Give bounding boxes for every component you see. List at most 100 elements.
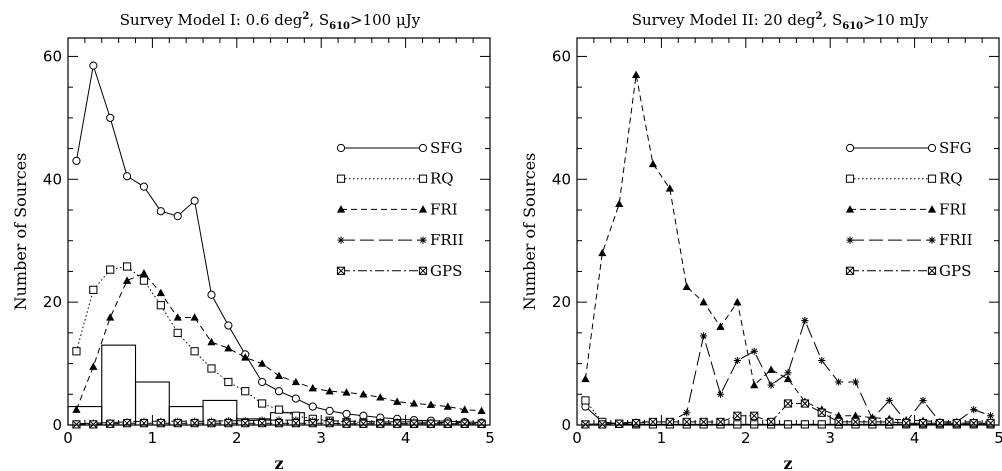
series-point-frii-stroke — [818, 357, 825, 364]
series-point-fri — [342, 388, 351, 396]
series-point-fri — [359, 390, 368, 398]
series-point-frii — [885, 396, 893, 405]
series-point-gps — [918, 419, 928, 428]
series-point-gps — [902, 419, 911, 428]
series-point-gps — [325, 419, 334, 428]
series-point-sfg — [342, 409, 351, 419]
series-point-gps-cross-b — [393, 419, 402, 428]
y-tick-label: 0 — [561, 416, 571, 434]
series-line-rq — [75, 265, 482, 425]
axis-ticks: 0 1 2 3 4 5 0 20 40 60 — [552, 38, 1002, 447]
title-part: Survey Model II: 20 deg — [632, 11, 816, 29]
series-point-sfg — [139, 182, 149, 191]
series-point-fri — [750, 380, 759, 389]
series-point-gps-cross-b — [443, 419, 452, 428]
title-subscript: 610 — [329, 21, 350, 32]
series-point-frii-stroke — [751, 348, 758, 355]
series-point-rq — [89, 285, 98, 294]
series-point-fri — [443, 402, 452, 410]
series-point-fri — [665, 184, 674, 192]
series-point-gps — [817, 408, 826, 417]
series-point-frii-stroke — [801, 317, 808, 324]
series-point-frii-stroke — [835, 379, 842, 385]
series-point-sfg — [122, 172, 132, 181]
series-point-frii — [784, 369, 792, 377]
series-point-rq — [106, 265, 115, 274]
series-point-gps-cross-b — [426, 419, 435, 428]
legend-label-frii: FRII — [430, 231, 464, 249]
series-point-rq — [72, 347, 81, 356]
legend-marker-fri — [845, 205, 855, 213]
series-point-fri — [648, 159, 658, 168]
legend-marker-frii — [846, 236, 854, 244]
x-axis-label: z — [783, 454, 792, 471]
x-tick-label: 0 — [572, 429, 582, 447]
series-point-sfg — [207, 290, 216, 299]
y-axis-label: Number of Sources — [11, 153, 30, 311]
series-point-frii-stroke — [970, 406, 977, 413]
series-point-gps — [122, 419, 132, 428]
y-tick-label: 20 — [552, 293, 571, 311]
plot-lines — [72, 61, 486, 429]
axis-ticks: 0 1 2 3 4 5 0 20 40 60 — [43, 38, 495, 447]
series-point-frii-stroke — [768, 382, 775, 388]
legend-label-sfg: SFG — [430, 139, 463, 157]
series-point-fri — [156, 288, 165, 297]
series-point-rq — [207, 364, 216, 373]
series-point-gps — [986, 419, 995, 428]
series-point-gps — [426, 419, 436, 428]
legend-label-fri: FRI — [430, 200, 458, 218]
series-point-rq — [258, 399, 267, 408]
chart-panel-2: Survey Model II: 20 deg2, S610>10 mJyNum… — [520, 11, 1002, 471]
chart-panel-1: Survey Model I: 0.6 deg2, S610>100 μJyNu… — [11, 11, 495, 471]
series-point-gps — [106, 419, 115, 428]
series-point-gps-cross-b — [72, 420, 81, 429]
x-axis-label: z — [274, 454, 283, 471]
x-tick-label: 3 — [316, 429, 326, 447]
series-point-gps-cross-b — [885, 417, 894, 426]
series-point-gps-cross-b — [699, 417, 708, 426]
series-point-gps-cross-b — [767, 417, 776, 426]
legend-marker-gps — [418, 266, 428, 275]
series-point-gps — [800, 399, 809, 408]
legend-marker-gps-cross-b — [419, 266, 427, 275]
legend-marker-gps — [336, 266, 346, 275]
series-point-rq — [817, 420, 826, 429]
legend-marker-frii-stroke — [420, 237, 426, 243]
series-point-gps — [851, 417, 860, 427]
series-point-gps — [952, 419, 961, 428]
y-tick-label: 40 — [552, 170, 571, 188]
legend-marker-gps-cross-b — [337, 266, 345, 275]
x-tick-label: 2 — [232, 429, 242, 447]
series-point-gps — [969, 419, 978, 428]
series-point-frii-stroke — [886, 397, 893, 404]
legend-marker-rq — [418, 174, 428, 183]
series-point-fri — [241, 353, 250, 361]
series-point-gps — [477, 419, 486, 428]
series-point-rq — [274, 405, 284, 414]
series-point-rq — [190, 347, 199, 356]
series-point-gps-cross-b — [342, 419, 351, 428]
series-point-fri — [783, 374, 793, 383]
series-point-gps-cross-b — [615, 419, 624, 428]
legend-marker-frii — [419, 236, 427, 244]
legend: SFG RQ FRI FRII GPS — [336, 139, 464, 280]
series-point-rq — [783, 420, 793, 429]
series-point-fri — [426, 400, 436, 408]
series-point-gps — [241, 419, 250, 428]
series-point-frii-stroke — [700, 333, 707, 339]
series-point-gps — [868, 417, 877, 427]
y-tick-label: 20 — [43, 293, 62, 311]
legend-label-gps: GPS — [939, 262, 971, 280]
series-point-gps-cross-b — [581, 420, 590, 429]
legend-marker-gps — [845, 266, 855, 275]
series-point-gps-cross-b — [598, 420, 607, 429]
series-point-gps — [342, 419, 351, 428]
series-point-frii-stroke — [987, 412, 994, 419]
series-point-sfg — [224, 321, 233, 330]
series-point-gps-cross-b — [834, 417, 843, 426]
series-point-gps-cross-b — [784, 399, 792, 408]
series-point-fri — [477, 406, 486, 415]
series-point-gps-cross-b — [733, 411, 742, 420]
series-point-rq — [241, 387, 250, 396]
